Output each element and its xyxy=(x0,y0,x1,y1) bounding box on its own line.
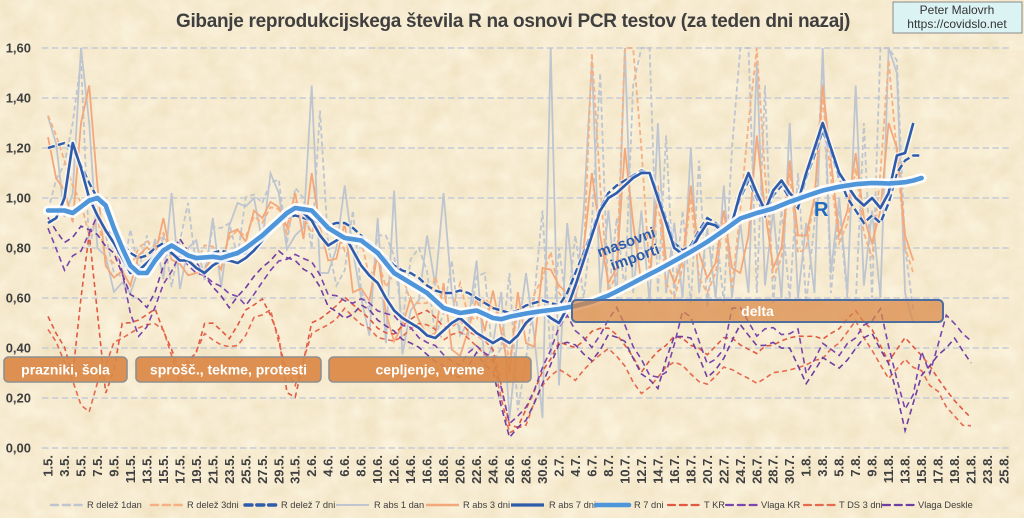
svg-text:3.5.: 3.5. xyxy=(57,455,72,477)
svg-text:Gibanje reprodukcijskega števi: Gibanje reprodukcijskega števila R na os… xyxy=(176,11,850,32)
svg-text:5.8.: 5.8. xyxy=(832,455,847,477)
svg-text:1,40: 1,40 xyxy=(6,91,31,106)
svg-text:sprošč., tekme, protesti: sprošč., tekme, protesti xyxy=(150,362,307,378)
svg-text:R delež 3dni: R delež 3dni xyxy=(187,500,239,510)
svg-text:10.7.: 10.7. xyxy=(617,455,632,484)
svg-text:0,40: 0,40 xyxy=(6,341,31,356)
svg-text:14.7.: 14.7. xyxy=(650,455,665,484)
svg-text:11.5.: 11.5. xyxy=(123,455,138,483)
svg-text:0,20: 0,20 xyxy=(6,391,31,406)
svg-text:9.5.: 9.5. xyxy=(106,455,121,477)
svg-text:20.7.: 20.7. xyxy=(700,455,715,484)
svg-text:0,00: 0,00 xyxy=(6,441,31,456)
svg-text:7.5.: 7.5. xyxy=(90,455,105,477)
svg-text:20.6.: 20.6. xyxy=(453,455,468,484)
svg-text:21.8.: 21.8. xyxy=(964,455,979,484)
svg-text:1.5.: 1.5. xyxy=(41,455,56,477)
svg-text:30.6.: 30.6. xyxy=(535,455,550,484)
svg-text:Vlaga KR: Vlaga KR xyxy=(761,500,801,510)
svg-text:Vlaga Deskle: Vlaga Deskle xyxy=(918,500,973,510)
svg-text:25.5.: 25.5. xyxy=(238,455,253,484)
svg-text:7.8.: 7.8. xyxy=(848,455,863,477)
svg-text:24.7.: 24.7. xyxy=(733,455,748,484)
svg-text:23.8.: 23.8. xyxy=(980,455,995,484)
svg-text:19.5.: 19.5. xyxy=(189,455,204,484)
svg-text:19.8.: 19.8. xyxy=(947,455,962,484)
svg-text:R abs 1 dan: R abs 1 dan xyxy=(374,500,424,510)
svg-text:delta: delta xyxy=(741,303,774,319)
svg-text:18.7.: 18.7. xyxy=(683,455,698,484)
svg-text:8.6.: 8.6. xyxy=(354,455,369,477)
svg-text:T KR: T KR xyxy=(704,500,725,510)
svg-text:1,60: 1,60 xyxy=(6,41,31,56)
svg-text:23.5.: 23.5. xyxy=(222,455,237,484)
svg-text:26.6.: 26.6. xyxy=(502,455,517,484)
svg-text:13.8.: 13.8. xyxy=(898,455,913,484)
svg-text:16.6.: 16.6. xyxy=(420,455,435,484)
svg-text:24.6.: 24.6. xyxy=(486,455,501,484)
svg-text:5.5.: 5.5. xyxy=(74,455,89,477)
svg-text:22.7.: 22.7. xyxy=(716,455,731,484)
svg-text:10.6.: 10.6. xyxy=(370,455,385,484)
svg-text:R: R xyxy=(814,199,829,221)
svg-text:https://covidslo.net: https://covidslo.net xyxy=(907,17,1007,31)
svg-text:28.6.: 28.6. xyxy=(519,455,534,484)
svg-text:28.7.: 28.7. xyxy=(766,455,781,484)
svg-text:6.7.: 6.7. xyxy=(584,455,599,477)
svg-text:22.6.: 22.6. xyxy=(469,455,484,484)
svg-text:4.7.: 4.7. xyxy=(568,455,583,477)
svg-text:15.8.: 15.8. xyxy=(914,455,929,484)
svg-text:31.5.: 31.5. xyxy=(288,455,303,484)
svg-text:0,60: 0,60 xyxy=(6,291,31,306)
svg-text:0,80: 0,80 xyxy=(6,241,31,256)
svg-text:27.5.: 27.5. xyxy=(255,455,270,484)
svg-text:8.7.: 8.7. xyxy=(601,455,616,477)
svg-text:12.6.: 12.6. xyxy=(387,455,402,484)
svg-text:Peter Malovrh: Peter Malovrh xyxy=(920,3,995,17)
svg-text:cepljenje, vreme: cepljenje, vreme xyxy=(376,362,485,378)
svg-text:9.8.: 9.8. xyxy=(865,455,880,477)
svg-text:14.6.: 14.6. xyxy=(403,455,418,484)
svg-text:prazniki, šola: prazniki, šola xyxy=(21,362,110,378)
svg-text:15.5.: 15.5. xyxy=(156,455,171,484)
svg-text:R delež 1dan: R delež 1dan xyxy=(87,500,142,510)
svg-text:26.7.: 26.7. xyxy=(749,455,764,484)
svg-text:29.5.: 29.5. xyxy=(271,455,286,484)
svg-text:30.7.: 30.7. xyxy=(782,455,797,484)
svg-text:2.6.: 2.6. xyxy=(304,455,319,477)
svg-text:16.7.: 16.7. xyxy=(667,455,682,484)
svg-text:12.7.: 12.7. xyxy=(634,455,649,484)
svg-text:4.6.: 4.6. xyxy=(321,455,336,477)
svg-text:17.5.: 17.5. xyxy=(172,455,187,484)
svg-text:R 7 dni: R 7 dni xyxy=(634,500,663,510)
svg-text:1.8.: 1.8. xyxy=(799,455,814,477)
svg-text:17.8.: 17.8. xyxy=(931,455,946,484)
svg-text:18.6.: 18.6. xyxy=(436,455,451,484)
svg-text:21.5.: 21.5. xyxy=(205,455,220,484)
svg-text:2.7.: 2.7. xyxy=(552,455,567,477)
svg-text:T DS 3 dni: T DS 3 dni xyxy=(839,500,883,510)
svg-text:11.8.: 11.8. xyxy=(881,455,896,483)
svg-text:R abs 3 dni: R abs 3 dni xyxy=(463,500,510,510)
svg-text:1,00: 1,00 xyxy=(6,191,31,206)
svg-text:25.8.: 25.8. xyxy=(997,455,1012,484)
svg-text:R abs 7 dni: R abs 7 dni xyxy=(549,500,596,510)
svg-text:R delež 7 dni: R delež 7 dni xyxy=(281,500,335,510)
svg-text:1,20: 1,20 xyxy=(6,141,31,156)
svg-text:13.5.: 13.5. xyxy=(139,455,154,484)
svg-text:3.8.: 3.8. xyxy=(815,455,830,477)
svg-text:6.6.: 6.6. xyxy=(337,455,352,477)
